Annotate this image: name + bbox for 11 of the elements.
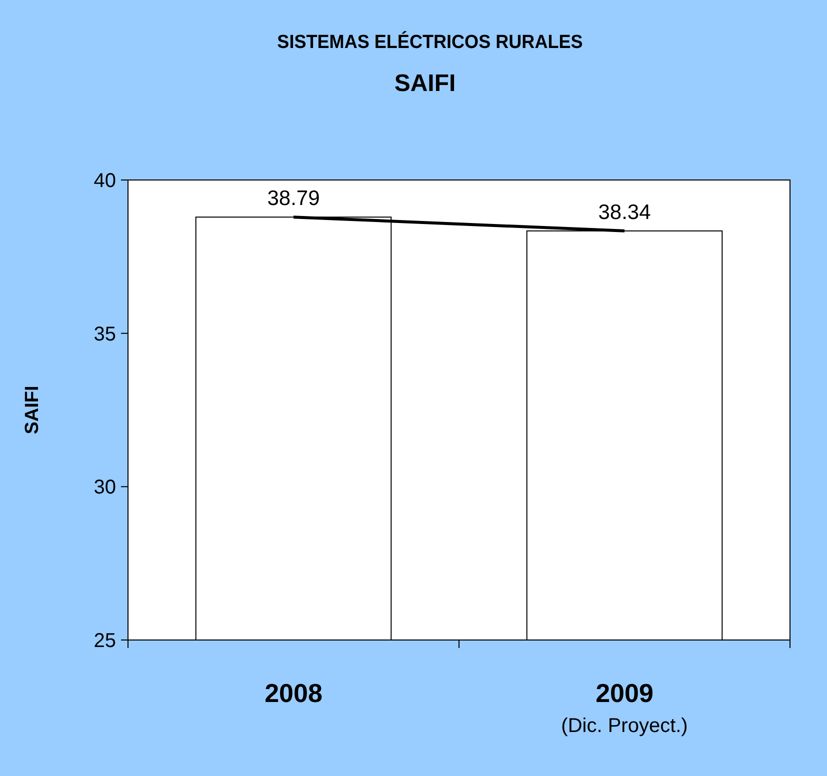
y-tick-label: 30 [94, 476, 116, 499]
y-axis-title: SAIFI [22, 386, 43, 434]
chart-title: SISTEMAS ELÉCTRICOS RURALES [277, 30, 583, 52]
x-tick-label: 2009 (Dic. Proyect.) [561, 678, 688, 737]
x-tick-label: 2008 [264, 678, 322, 708]
y-tick-label: 40 [94, 170, 116, 192]
data-label: 38.34 [598, 200, 652, 224]
chart-subtitle: SAIFI [394, 70, 456, 97]
data-label: 38.79 [267, 187, 320, 210]
y-tick-label: 35 [94, 323, 116, 346]
y-tick-label: 25 [94, 630, 116, 652]
